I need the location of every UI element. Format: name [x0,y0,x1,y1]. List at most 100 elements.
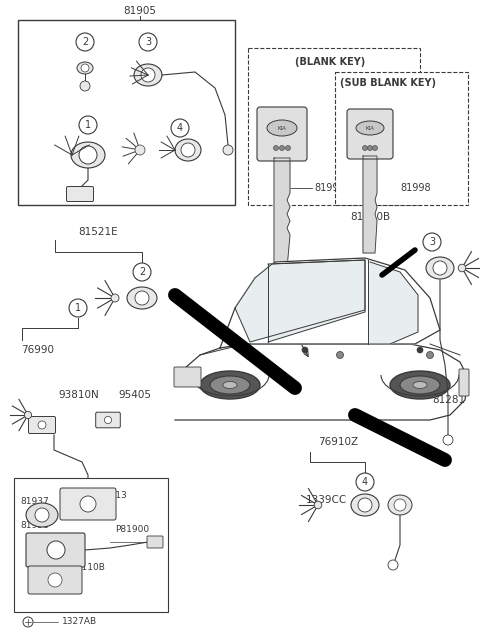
Circle shape [76,33,94,51]
Text: 76910Z: 76910Z [318,437,358,447]
Polygon shape [370,262,418,344]
Circle shape [135,145,145,155]
Text: 4: 4 [362,477,368,487]
Text: 95405: 95405 [118,390,151,400]
Circle shape [274,145,278,150]
Circle shape [80,496,96,512]
Text: 3: 3 [429,237,435,247]
Ellipse shape [71,142,105,168]
Ellipse shape [351,494,379,516]
Ellipse shape [77,62,93,74]
Polygon shape [175,344,468,420]
FancyBboxPatch shape [96,412,120,428]
FancyBboxPatch shape [257,107,307,161]
Circle shape [458,264,466,272]
Bar [335,72,468,205]
Bar [18,20,235,205]
Circle shape [84,494,92,502]
Ellipse shape [388,495,412,515]
Circle shape [80,490,96,506]
Ellipse shape [356,121,384,135]
Ellipse shape [127,287,157,309]
Ellipse shape [400,376,440,394]
Text: 76990: 76990 [22,345,55,355]
FancyBboxPatch shape [347,109,393,159]
Text: 3: 3 [145,37,151,47]
Polygon shape [235,260,365,342]
Text: 81937: 81937 [20,497,49,506]
Circle shape [111,294,119,302]
Circle shape [69,299,87,317]
Circle shape [368,145,372,150]
Circle shape [79,116,97,134]
Circle shape [139,33,157,51]
Text: 93810N: 93810N [58,390,99,400]
Circle shape [372,145,377,150]
Circle shape [48,573,62,587]
Circle shape [23,617,33,627]
Text: 81996C: 81996C [314,183,351,193]
Circle shape [314,501,322,509]
Text: KIA: KIA [277,126,287,130]
Text: 1: 1 [75,303,81,313]
Text: 81281: 81281 [432,395,465,405]
Ellipse shape [426,257,454,279]
FancyBboxPatch shape [28,566,82,594]
Polygon shape [268,260,365,342]
Circle shape [394,499,406,511]
Circle shape [133,263,151,281]
Circle shape [358,498,372,512]
Circle shape [427,351,433,358]
FancyBboxPatch shape [67,186,94,202]
Circle shape [279,145,285,150]
Text: 1327AB: 1327AB [62,617,97,626]
FancyBboxPatch shape [147,536,163,548]
Circle shape [135,291,149,305]
Text: 81905: 81905 [123,6,156,16]
Text: 1: 1 [85,120,91,130]
Circle shape [433,261,447,275]
Ellipse shape [134,64,162,86]
Circle shape [38,421,46,429]
FancyBboxPatch shape [174,367,201,387]
Circle shape [81,64,89,72]
Ellipse shape [223,382,237,389]
Ellipse shape [390,371,450,399]
Bar [248,48,420,205]
Circle shape [356,473,374,491]
Circle shape [362,145,368,150]
Circle shape [302,347,308,353]
FancyBboxPatch shape [26,533,85,567]
Text: 81250B: 81250B [350,212,390,222]
Text: 2: 2 [139,267,145,277]
Ellipse shape [267,120,297,136]
Text: 4: 4 [177,123,183,133]
Circle shape [286,145,290,150]
Ellipse shape [200,371,260,399]
Circle shape [24,411,32,418]
Circle shape [141,68,155,82]
Text: 81998: 81998 [400,183,431,193]
Polygon shape [363,156,377,253]
Text: 1339CC: 1339CC [305,495,347,505]
Circle shape [223,145,233,155]
FancyBboxPatch shape [459,369,469,396]
Text: 81521E: 81521E [78,227,118,237]
Circle shape [79,146,97,164]
Text: 2: 2 [82,37,88,47]
Circle shape [35,508,49,522]
Circle shape [388,560,398,570]
Ellipse shape [175,139,201,161]
Circle shape [181,143,195,157]
Text: (SUB BLANK KEY): (SUB BLANK KEY) [340,78,436,88]
FancyBboxPatch shape [28,416,56,434]
Ellipse shape [26,503,58,527]
Text: KIA: KIA [366,126,374,130]
Text: 81958: 81958 [20,521,49,530]
Polygon shape [274,158,290,268]
Circle shape [336,351,344,358]
Ellipse shape [413,382,427,389]
Circle shape [80,81,90,91]
Ellipse shape [210,376,250,394]
Circle shape [443,435,453,445]
